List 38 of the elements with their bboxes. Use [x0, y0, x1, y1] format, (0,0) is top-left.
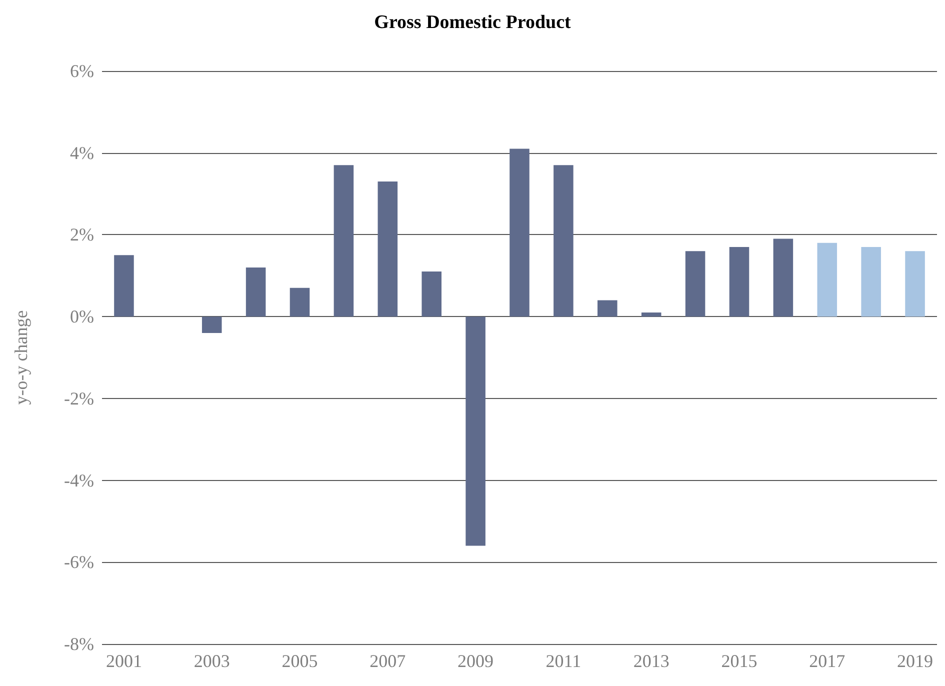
x-tick-label: 2001 [106, 651, 142, 671]
y-tick-label: -4% [64, 470, 94, 490]
y-tick-label: 6% [70, 61, 94, 81]
x-tick-label: 2015 [721, 651, 758, 671]
y-tick-label: -2% [64, 388, 94, 408]
bar [861, 246, 881, 317]
bar [114, 255, 134, 317]
y-tick-label: 2% [70, 224, 94, 245]
bar [685, 251, 706, 317]
x-tick-label: 2011 [546, 651, 582, 671]
y-tick-label: 0% [70, 306, 94, 327]
bar [729, 246, 750, 317]
bar [202, 316, 222, 333]
y-axis-title: y-o-y change [11, 310, 31, 405]
bar [598, 300, 618, 317]
x-tick-label: 2017 [809, 651, 846, 671]
bar [641, 312, 662, 317]
x-tick-label: 2005 [282, 651, 318, 671]
bar [510, 148, 530, 317]
y-tick-label: -8% [64, 634, 94, 654]
y-tick-label: 4% [70, 142, 94, 163]
bar [246, 267, 266, 317]
y-tick-label: -6% [64, 552, 94, 572]
x-tick-label: 2003 [194, 651, 230, 671]
bar [466, 316, 486, 546]
chart-title: Gross Domestic Product [374, 12, 572, 33]
bar [817, 242, 838, 317]
bar [334, 165, 354, 317]
bar [554, 165, 574, 317]
bar [378, 182, 398, 317]
bar [773, 238, 794, 317]
bar [422, 272, 442, 317]
x-tick-label: 2007 [370, 651, 406, 671]
x-tick-label: 2013 [633, 651, 670, 671]
x-tick-label: 2009 [458, 651, 494, 671]
bar [905, 251, 925, 317]
x-tick-label: 2019 [897, 651, 934, 671]
bar [290, 288, 310, 317]
